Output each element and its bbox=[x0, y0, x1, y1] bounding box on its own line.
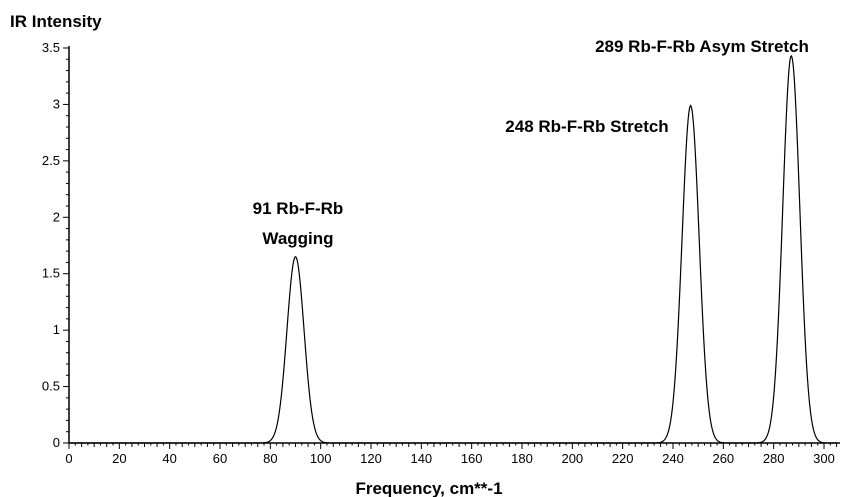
x-tick-label: 60 bbox=[213, 451, 227, 466]
x-axis-title: Frequency, cm**-1 bbox=[355, 479, 502, 497]
x-tick-label: 20 bbox=[112, 451, 126, 466]
x-tick-label: 0 bbox=[65, 451, 72, 466]
x-tick-label: 180 bbox=[511, 451, 533, 466]
peak-annotations: 91 Rb-F-Rb Wagging 248 Rb-F-Rb Stretch 289 … bbox=[253, 37, 809, 248]
y-axis-title: IR Intensity bbox=[10, 12, 102, 31]
axes: 0 20 40 60 80 100 120 140 160 180 200 220 240 260 280 3… bbox=[42, 40, 840, 466]
x-tick-label: 280 bbox=[763, 451, 785, 466]
y-tick-label: 2 bbox=[53, 209, 60, 224]
peak-label: Wagging bbox=[262, 229, 333, 248]
x-tick-label: 240 bbox=[662, 451, 684, 466]
y-tick-label: 2.5 bbox=[42, 153, 60, 168]
y-tick-label: 0.5 bbox=[42, 379, 60, 394]
x-tick-label: 160 bbox=[461, 451, 483, 466]
y-tick-label: 1.5 bbox=[42, 266, 60, 281]
x-tick-label: 260 bbox=[712, 451, 734, 466]
spectrum-peaks bbox=[69, 54, 837, 444]
x-tick-label: 40 bbox=[162, 451, 176, 466]
x-tick-label: 80 bbox=[263, 451, 277, 466]
y-tick-label: 3 bbox=[53, 96, 60, 111]
peak-label: 248 Rb-F-Rb Stretch bbox=[505, 117, 668, 136]
y-tick-label: 0 bbox=[53, 435, 60, 450]
peak-label: 289 Rb-F-Rb Asym Stretch bbox=[595, 37, 809, 56]
y-tick-label: 1 bbox=[53, 322, 60, 337]
x-tick-label: 200 bbox=[561, 451, 583, 466]
x-tick-label: 100 bbox=[310, 451, 332, 466]
peak-label: 91 Rb-F-Rb bbox=[253, 199, 344, 218]
x-tick-label: 220 bbox=[612, 451, 634, 466]
x-tick-label: 120 bbox=[360, 451, 382, 466]
y-tick-label: 3.5 bbox=[42, 40, 60, 55]
x-tick-label: 300 bbox=[813, 451, 835, 466]
x-tick-label: 140 bbox=[410, 451, 432, 466]
spectrum-line bbox=[69, 54, 837, 444]
